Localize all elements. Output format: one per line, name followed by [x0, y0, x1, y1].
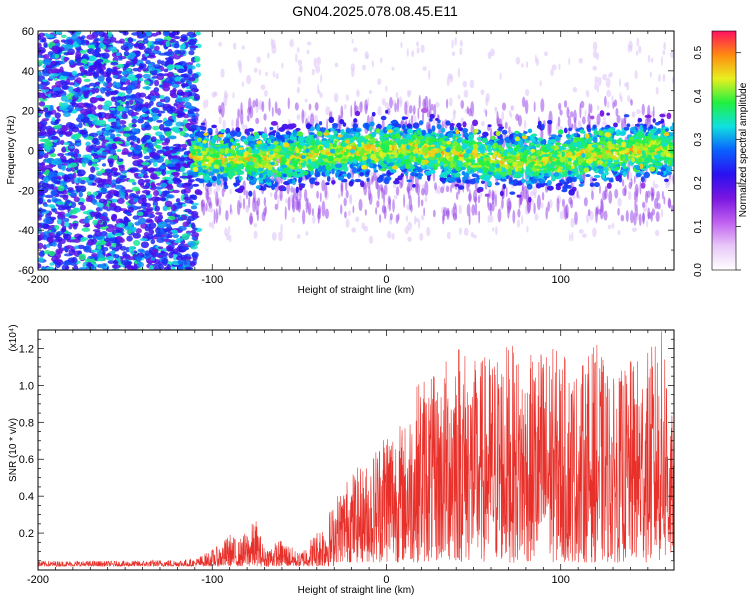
colorbar-gradient: [711, 30, 737, 271]
y-tick-label: 0: [28, 146, 34, 158]
snr-multiplier: (x10⁴): [8, 324, 19, 351]
x-tick-label: -200: [27, 274, 49, 286]
spectrogram-x-axis: -200 -100 0 100: [27, 31, 666, 286]
y-tick-label: -60: [18, 265, 34, 277]
x-tick-label: -200: [27, 574, 49, 586]
y-tick-label: 1.2: [19, 343, 34, 355]
y-tick-label: -20: [18, 185, 34, 197]
x-tick-label: 100: [552, 274, 570, 286]
x-tick-label: 0: [383, 274, 389, 286]
snr-series: [38, 331, 674, 568]
y-tick-label: 0.6: [19, 454, 34, 466]
spectrogram-y-axis: -60 -40 -20 0 20 40 60: [18, 26, 674, 277]
y-tick-label: 0.4: [19, 491, 34, 503]
x-tick-label: 100: [552, 574, 570, 586]
y-tick-label: 0.8: [19, 417, 34, 429]
x-tick-label: 0: [383, 574, 389, 586]
snr-x-axis: -200 -100 0 100: [27, 330, 666, 586]
spectrogram-heatmap: [38, 31, 674, 270]
snr-x-label: Height of straight line (km): [298, 585, 415, 596]
spectrogram-x-label: Height of straight line (km): [298, 285, 415, 296]
colorbar-tick-label: 0.1: [693, 219, 704, 233]
colorbar: 0.0 0.1 0.2 0.3 0.4 0.5 Normalized spectral a…: [693, 30, 749, 277]
colorbar-tick-label: 0.0: [693, 263, 704, 277]
snr-y-axis: 0.2 0.4 0.6 0.8 1.0 1.2: [19, 329, 674, 571]
colorbar-tick-label: 0.3: [693, 132, 704, 146]
colorbar-tick-label: 0.2: [693, 176, 704, 190]
y-tick-label: 0.2: [19, 528, 34, 540]
colorbar-tick-label: 0.5: [693, 45, 704, 59]
heatmap-cells: [38, 31, 674, 270]
y-tick-label: 40: [22, 66, 34, 78]
figure-title: GN04.2025.078.08.45.E11: [292, 3, 458, 19]
colorbar-tick-label: 0.4: [693, 89, 704, 103]
snr-line: [38, 331, 674, 568]
snr-y-label: SNR (10 * v/v): [8, 418, 19, 482]
snr-panel: -200 -100 0 100 0.2 0.4 0.6 0.8 1.0 1.2 Height o…: [8, 324, 675, 596]
x-tick-label: -100: [201, 274, 223, 286]
x-tick-label: -100: [201, 574, 223, 586]
spectrogram-y-label: Frequency (Hz): [6, 116, 17, 185]
y-tick-label: 60: [22, 26, 34, 38]
y-tick-label: 20: [22, 106, 34, 118]
colorbar-axis: 0.0 0.1 0.2 0.3 0.4 0.5: [693, 45, 741, 277]
y-tick-label: -40: [18, 225, 34, 237]
y-tick-label: 1.0: [19, 380, 34, 392]
colorbar-label: Normalized spectral amplitude: [738, 82, 749, 217]
